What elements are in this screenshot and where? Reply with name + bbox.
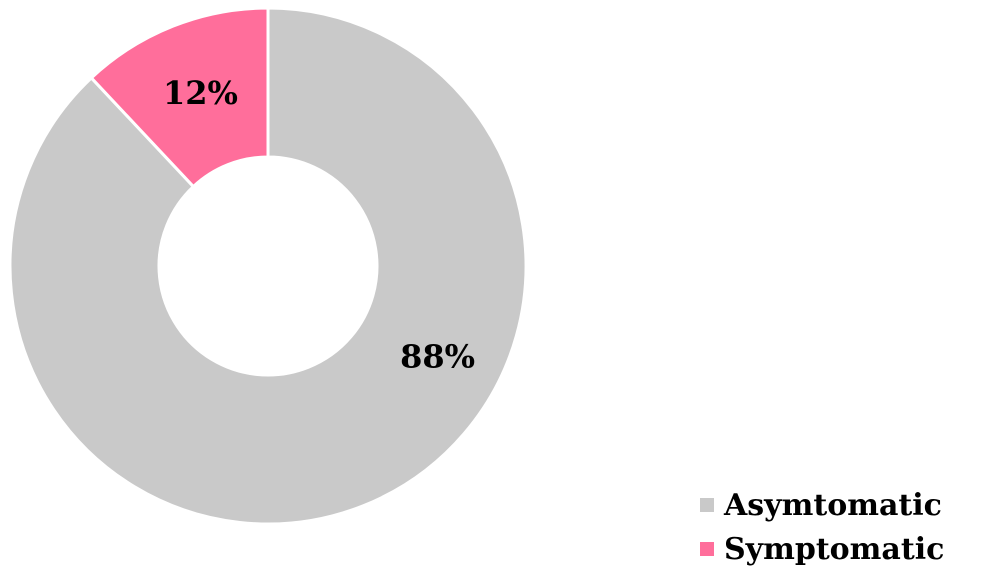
legend-swatch-symptomatic (700, 542, 714, 556)
slice-symptomatic (89, 6, 270, 189)
legend-swatch-asymtomatic (700, 498, 714, 512)
slice-asymtomatic (8, 6, 528, 526)
legend-label-symptomatic: Symptomatic (724, 531, 945, 567)
data-label-asymtomatic: 88% (400, 338, 475, 376)
donut-slices (8, 6, 528, 526)
legend-item-asymtomatic: Asymtomatic (700, 483, 944, 527)
legend-item-symptomatic: Symptomatic (700, 527, 944, 571)
data-label-symptomatic: 12% (163, 74, 238, 112)
chart-legend: Asymtomatic Symptomatic (700, 483, 944, 571)
legend-label-asymtomatic: Asymtomatic (724, 487, 942, 523)
donut-data-labels: 88% 12% (163, 74, 475, 376)
